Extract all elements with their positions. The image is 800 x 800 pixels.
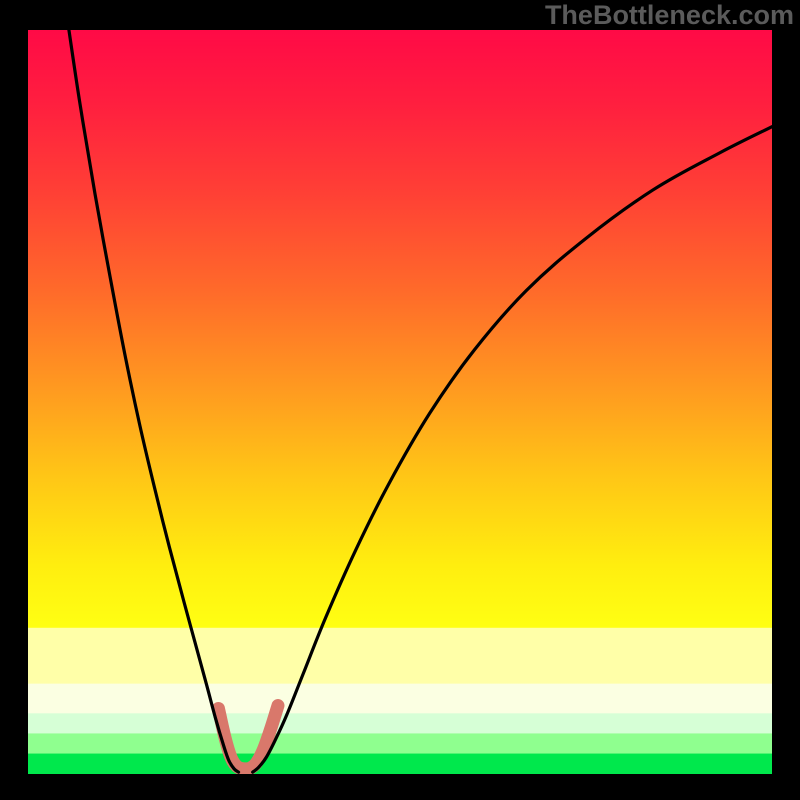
- gradient-background: [28, 30, 772, 774]
- bottleneck-curve-chart: [28, 30, 772, 774]
- chart-frame: [28, 30, 772, 774]
- watermark-text: TheBottleneck.com: [545, 0, 794, 31]
